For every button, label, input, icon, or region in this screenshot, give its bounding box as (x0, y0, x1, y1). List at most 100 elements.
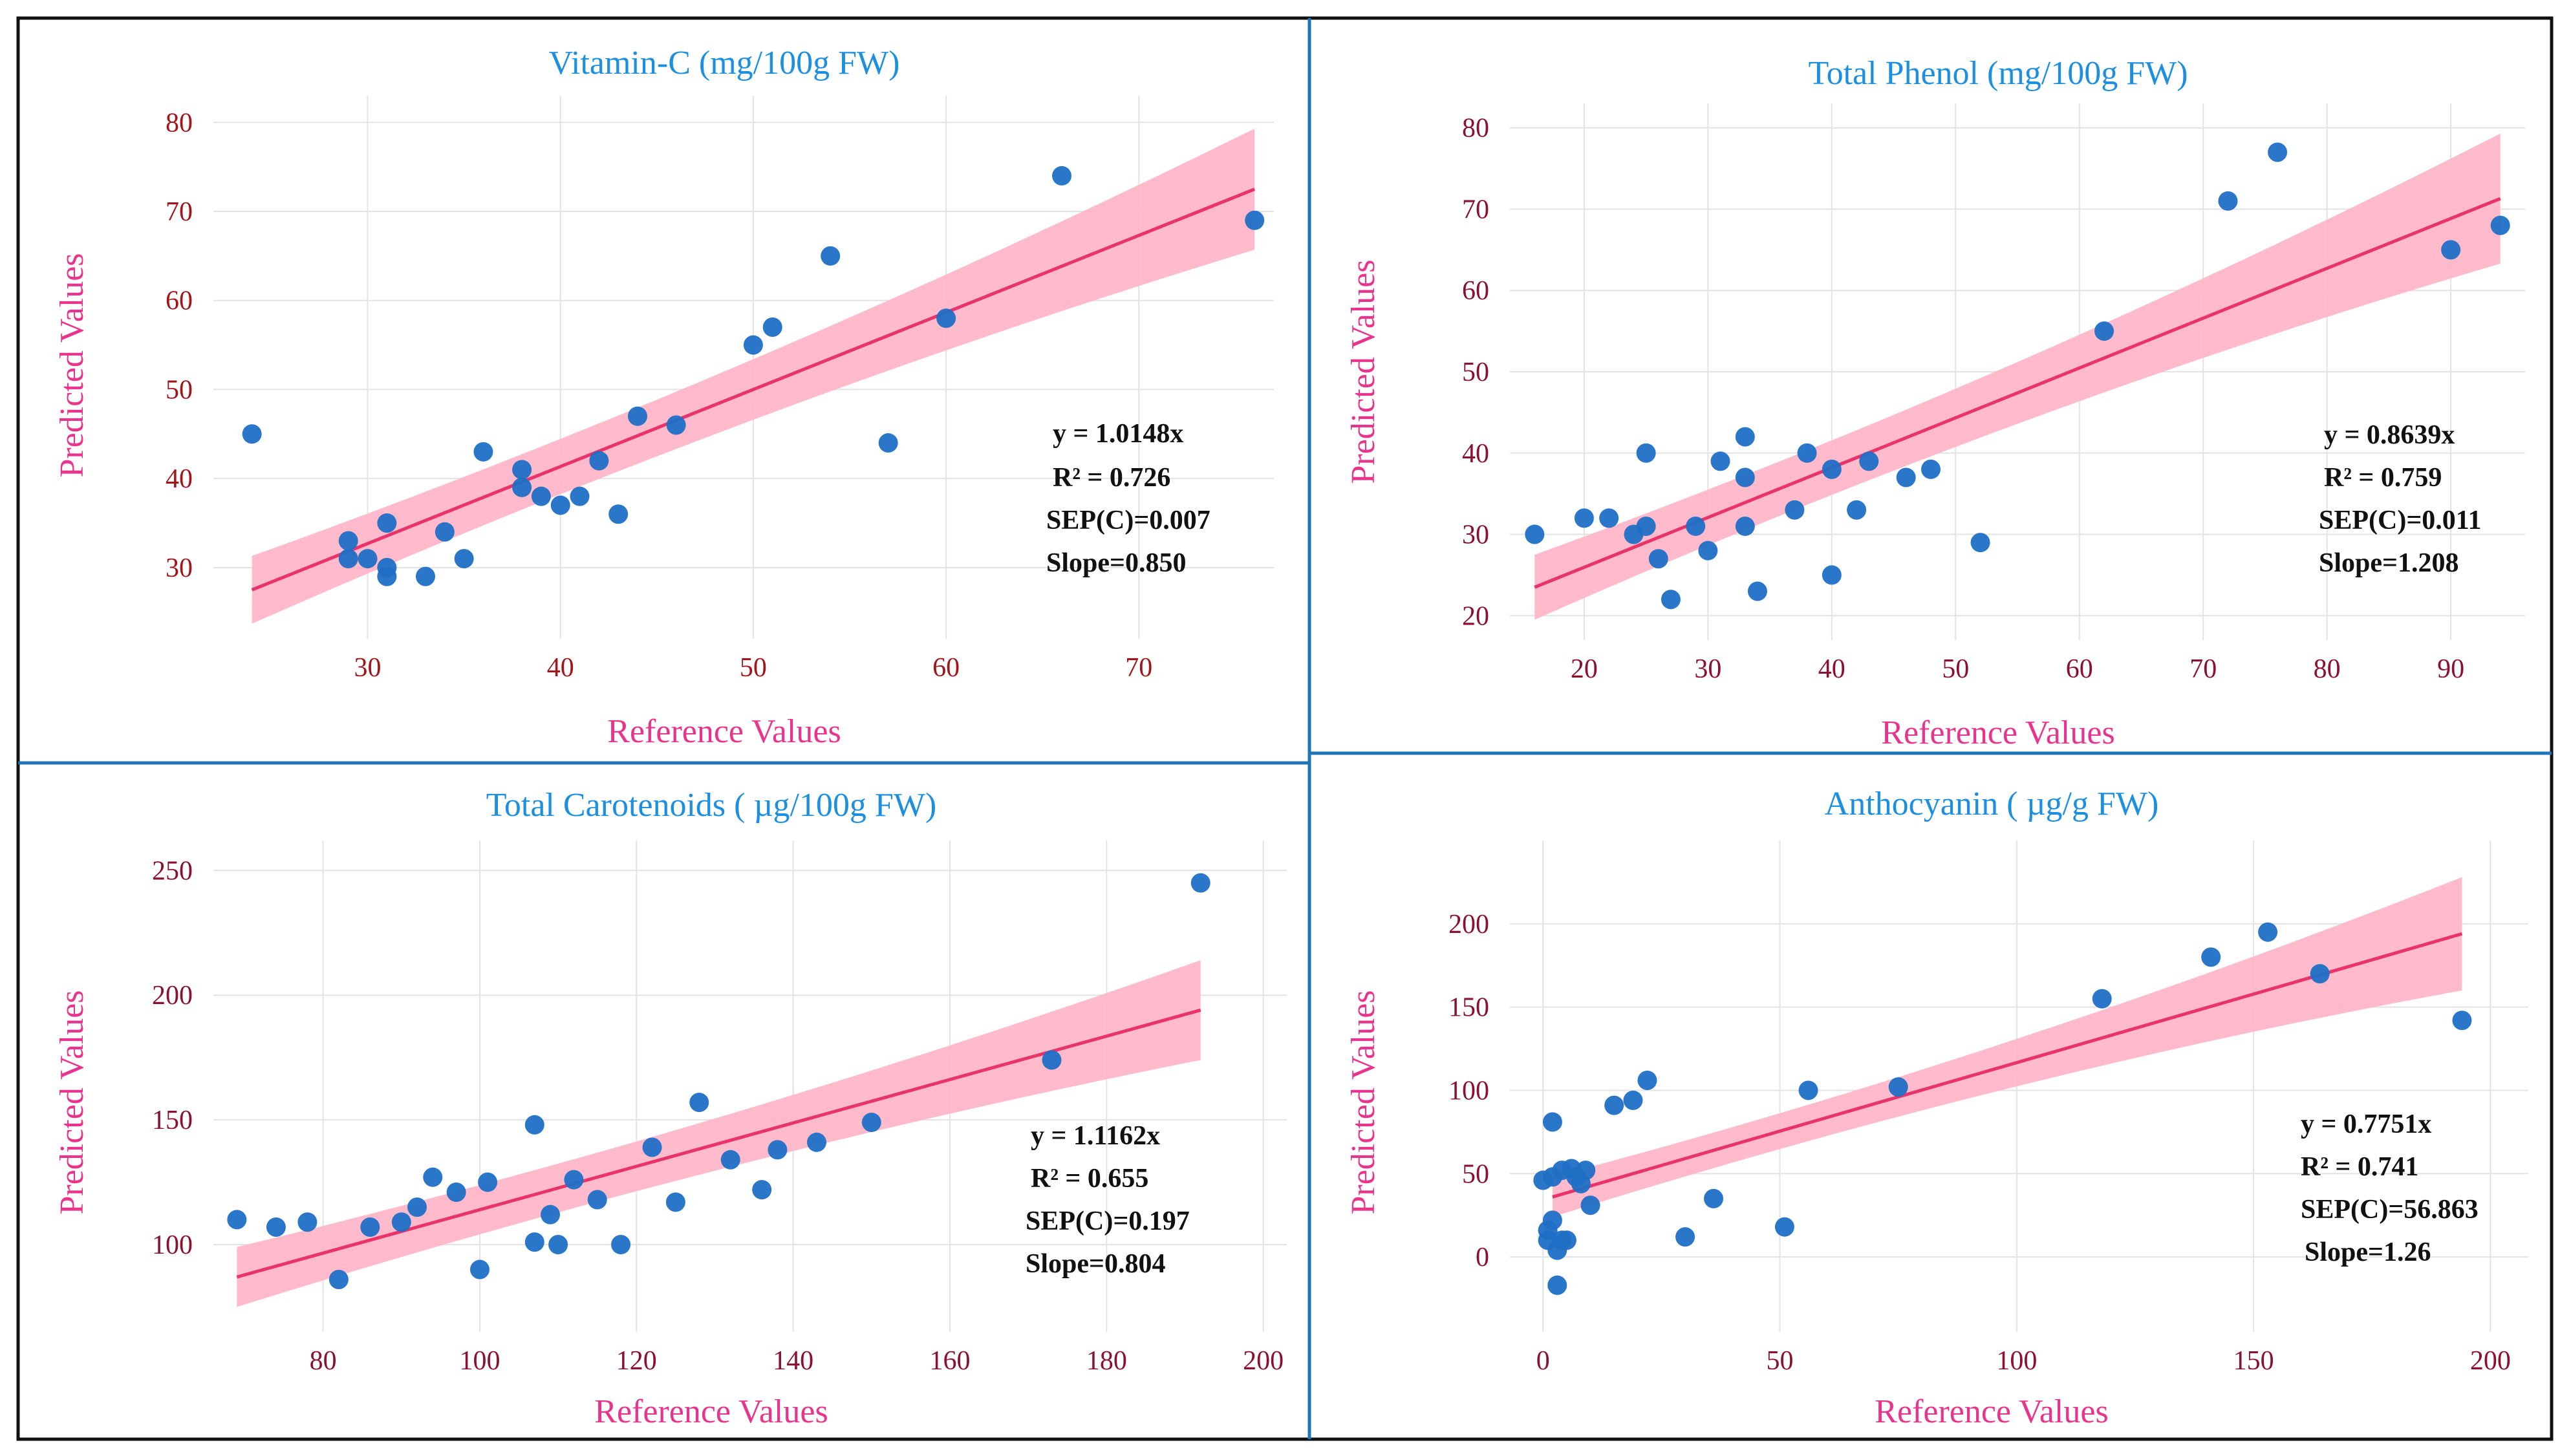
data-point (266, 1217, 286, 1237)
data-point (1542, 1210, 1562, 1230)
annotation-r-squared: R² = 0.726 (1053, 463, 1170, 493)
data-point (1576, 1161, 1596, 1181)
annotation-equation: y = 0.7751x (2301, 1109, 2431, 1139)
data-point (531, 486, 551, 506)
data-point (936, 308, 956, 328)
data-point (642, 1137, 662, 1157)
annotation-slope: Slope=1.26 (2305, 1237, 2431, 1267)
data-point (2490, 215, 2510, 235)
annotation-r-squared: R² = 0.759 (2324, 463, 2442, 493)
x-tick-label: 70 (1125, 653, 1152, 683)
data-point (2218, 191, 2238, 211)
data-point (806, 1132, 826, 1152)
data-point (2201, 947, 2221, 967)
x-tick-label: 120 (616, 1346, 657, 1376)
y-axis-label: Predicted Values (1345, 259, 1382, 484)
data-point (821, 246, 841, 266)
chart-title: Total Phenol (mg/100g FW) (1808, 55, 2188, 92)
chart-title: Vitamin-C (mg/100g FW) (549, 45, 900, 81)
confidence-band (237, 960, 1201, 1307)
plot-area: 30 40 50 60 70 30 40 50 60 70 80 (166, 96, 1274, 683)
data-point (665, 1192, 685, 1212)
chart-anthocyanin: Anthocyanin ( µg/g FW) Predicted Values … (1345, 786, 2528, 1430)
data-point (1675, 1227, 1695, 1247)
x-axis-label: Reference Values (594, 1393, 828, 1430)
data-point (2441, 240, 2461, 260)
data-point (1798, 1080, 1818, 1100)
plot-area: 0 50 100 150 200 0 50 100 150 200 (1448, 840, 2528, 1376)
x-tick-label: 90 (2437, 654, 2464, 684)
y-tick-label: 70 (166, 197, 193, 227)
x-tick-label: 0 (1536, 1346, 1550, 1376)
annotation-slope: Slope=1.208 (2319, 548, 2458, 578)
data-point (377, 513, 397, 533)
regression-line (251, 187, 1256, 592)
chart-total-phenol: Total Phenol (mg/100g FW) Predicted Valu… (1345, 55, 2525, 751)
data-point (861, 1112, 881, 1132)
data-point (469, 1259, 489, 1279)
data-point (1599, 508, 1619, 528)
data-point (666, 415, 686, 435)
data-point (1637, 1070, 1657, 1090)
regression-line (1552, 932, 2463, 1199)
data-point (550, 495, 570, 515)
data-point (1648, 549, 1668, 569)
x-tick-label: 40 (547, 653, 574, 683)
data-point (1735, 427, 1755, 447)
y-axis-label: Predicted Values (1345, 990, 1382, 1214)
chart-total-carotenoids: Total Carotenoids ( µg/100g FW) Predicte… (54, 787, 1287, 1430)
data-point (768, 1140, 788, 1160)
regression-line (236, 1008, 1201, 1279)
y-tick-label: 250 (152, 856, 193, 886)
x-tick-label: 40 (1818, 654, 1845, 684)
data-point (564, 1170, 584, 1190)
data-point (1774, 1217, 1794, 1237)
y-axis-label: Predicted Values (54, 990, 91, 1214)
annotation-r-squared: R² = 0.655 (1031, 1164, 1148, 1194)
x-tick-label: 180 (1086, 1346, 1127, 1376)
data-point (1190, 873, 1210, 893)
y-tick-label: 200 (152, 981, 193, 1011)
data-point (1785, 500, 1805, 520)
x-tick-label: 80 (2314, 654, 2341, 684)
annotation-sep: SEP(C)=0.011 (2319, 506, 2481, 535)
data-point (358, 549, 378, 569)
data-point (1245, 210, 1265, 230)
data-point (1822, 565, 1842, 585)
data-point (1847, 500, 1867, 520)
y-tick-label: 20 (1462, 601, 1489, 631)
x-tick-label: 30 (1694, 654, 1721, 684)
data-point (1710, 451, 1730, 471)
chart-vitamin-c: Vitamin-C (mg/100g FW) Predicted Values … (54, 45, 1274, 750)
annotation-sep: SEP(C)=56.863 (2301, 1195, 2479, 1225)
data-point (377, 566, 397, 586)
y-tick-label: 30 (166, 553, 193, 583)
data-point (1859, 451, 1879, 471)
data-point (1704, 1188, 1723, 1208)
x-tick-label: 160 (929, 1346, 970, 1376)
data-point (1052, 166, 1071, 186)
x-axis-label: Reference Values (607, 713, 841, 750)
y-tick-label: 80 (166, 108, 193, 138)
data-point (1797, 443, 1817, 463)
data-point (762, 317, 782, 337)
data-point (1547, 1275, 1567, 1295)
data-point (589, 451, 609, 471)
data-point (1920, 459, 1941, 479)
y-tick-label: 40 (166, 464, 193, 494)
data-point (548, 1234, 568, 1254)
data-point (2258, 922, 2278, 942)
data-point (587, 1190, 607, 1210)
plot-area: 20 30 40 50 60 70 80 90 20 30 40 50 60 70 80 (1462, 103, 2525, 684)
data-point (524, 1115, 544, 1135)
x-tick-label: 60 (932, 653, 960, 683)
y-tick-label: 70 (1462, 195, 1489, 224)
x-tick-label: 80 (310, 1346, 337, 1376)
data-point (2452, 1011, 2472, 1031)
data-point (360, 1217, 380, 1237)
data-point (1623, 1090, 1643, 1110)
data-point (611, 1234, 631, 1254)
x-tick-label: 140 (773, 1346, 813, 1376)
x-tick-label: 200 (2470, 1346, 2511, 1376)
